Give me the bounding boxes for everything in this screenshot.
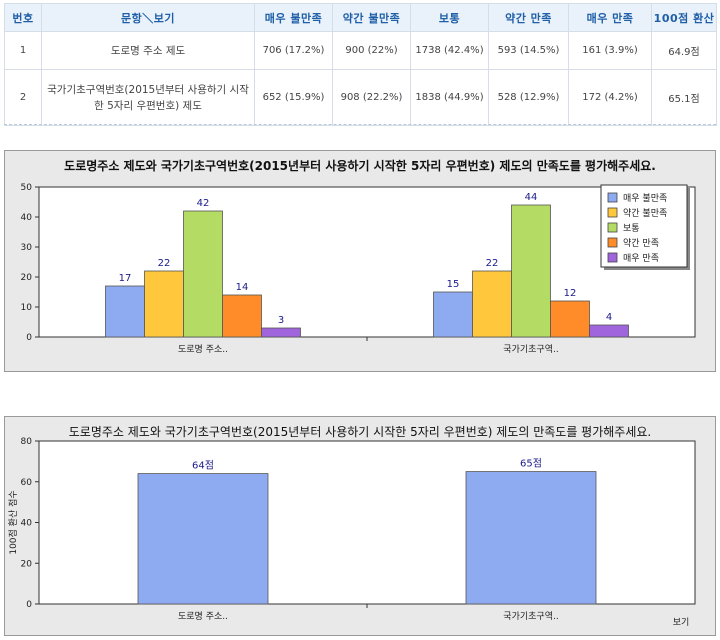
bar bbox=[137, 473, 269, 605]
legend-label: 약간 불만족 bbox=[623, 207, 667, 219]
legend-swatch bbox=[607, 207, 618, 218]
legend-swatch bbox=[607, 222, 618, 233]
y-tick-label: 60 bbox=[21, 478, 33, 488]
bar bbox=[183, 210, 223, 338]
bar bbox=[465, 471, 597, 605]
legend-swatch bbox=[607, 237, 618, 248]
legend-label: 약간 만족 bbox=[623, 237, 659, 249]
table-cell: 1738 (42.4%) bbox=[410, 31, 489, 70]
table-cell: 1838 (44.9%) bbox=[410, 69, 489, 126]
header-neutral: 보통 bbox=[410, 3, 489, 32]
bar bbox=[222, 294, 262, 338]
distribution-chart: 도로명주소 제도와 국가기초구역번호(2015년부터 사용하기 시작한 5자리 … bbox=[4, 150, 716, 372]
bar bbox=[144, 270, 184, 338]
x-tick-label: 국가기초구역.. bbox=[503, 344, 558, 355]
table-cell: 706 (17.2%) bbox=[254, 31, 333, 70]
row-number: 1 bbox=[4, 31, 42, 70]
header-no: 번호 bbox=[4, 3, 42, 32]
data-label: 22 bbox=[158, 258, 171, 269]
table-bottom-divider bbox=[4, 124, 716, 125]
legend-swatch bbox=[607, 192, 618, 203]
data-label: 12 bbox=[564, 288, 577, 299]
table-cell: 908 (22.2%) bbox=[332, 69, 411, 126]
table-cell: 652 (15.9%) bbox=[254, 69, 333, 126]
header-question: 문항＼보기 bbox=[41, 3, 255, 32]
plot-area bbox=[38, 440, 696, 605]
table-cell: 64.9점 bbox=[651, 31, 717, 70]
table-cell: 65.1점 bbox=[651, 69, 717, 126]
y-tick-label: 40 bbox=[21, 519, 33, 529]
row-question: 국가기초구역번호(2015년부터 사용하기 시작한 5자리 우편번호) 제도 bbox=[41, 69, 255, 126]
chart-title: 도로명주소 제도와 국가기초구역번호(2015년부터 사용하기 시작한 5자리 … bbox=[64, 159, 656, 173]
table-header-row: 번호 문항＼보기 매우 불만족 약간 불만족 보통 약간 만족 매우 만족 10… bbox=[4, 3, 717, 32]
score-chart: 도로명주소 제도와 국가기초구역번호(2015년부터 사용하기 시작한 5자리 … bbox=[4, 416, 716, 636]
bar bbox=[589, 324, 629, 338]
y-tick-label: 80 bbox=[21, 437, 33, 447]
y-tick-label: 0 bbox=[26, 600, 32, 610]
x-tick-label: 국가기초구역.. bbox=[503, 611, 558, 622]
row-number: 2 bbox=[4, 69, 42, 126]
x-axis-label: 보기 bbox=[673, 617, 690, 628]
result-table: 번호 문항＼보기 매우 불만족 약간 불만족 보통 약간 만족 매우 만족 10… bbox=[4, 3, 717, 126]
y-tick-label: 20 bbox=[21, 273, 33, 283]
header-somewhat-satisfied: 약간 만족 bbox=[488, 3, 569, 32]
y-tick-label: 20 bbox=[21, 559, 33, 569]
table-cell: 528 (12.9%) bbox=[488, 69, 569, 126]
table-cell: 172 (4.2%) bbox=[568, 69, 652, 126]
y-axis-label: 100점 환산 점수 bbox=[7, 490, 19, 554]
legend-label: 보통 bbox=[623, 223, 640, 234]
y-tick-label: 0 bbox=[26, 333, 32, 343]
header-score: 100점 환산 bbox=[651, 3, 717, 32]
bar bbox=[433, 291, 473, 338]
distribution-chart-svg: 0 10 20 30 40 50 17 22 42 14 3 도로명 주소.. 15 22 44 12 4 국가기… bbox=[21, 183, 696, 355]
x-tick-label: 도로명 주소.. bbox=[178, 344, 228, 355]
data-label: 44 bbox=[525, 192, 538, 203]
header-very-satisfied: 매우 만족 bbox=[568, 3, 652, 32]
data-label: 17 bbox=[119, 273, 132, 284]
data-label: 42 bbox=[197, 198, 210, 209]
data-label: 64점 bbox=[192, 460, 214, 472]
table-cell: 900 (22%) bbox=[332, 31, 411, 70]
y-tick-label: 30 bbox=[21, 243, 33, 253]
bar bbox=[105, 285, 145, 338]
chart-title: 도로명주소 제도와 국가기초구역번호(2015년부터 사용하기 시작한 5자리 … bbox=[68, 425, 652, 439]
bar bbox=[550, 300, 590, 338]
table-cell: 161 (3.9%) bbox=[568, 31, 652, 70]
header-somewhat-dissatisfied: 약간 불만족 bbox=[332, 3, 411, 32]
data-label: 14 bbox=[236, 282, 249, 293]
y-tick-label: 40 bbox=[21, 213, 33, 223]
legend-swatch bbox=[607, 252, 618, 263]
data-label: 65점 bbox=[520, 458, 542, 470]
data-label: 4 bbox=[606, 312, 612, 323]
data-label: 3 bbox=[278, 315, 284, 326]
data-label: 15 bbox=[447, 279, 460, 290]
row-question: 도로명 주소 제도 bbox=[41, 31, 255, 70]
bar bbox=[472, 270, 512, 338]
table-row: 1 도로명 주소 제도 706 (17.2%) 900 (22%) 1738 (… bbox=[4, 31, 717, 70]
y-tick-label: 50 bbox=[21, 183, 33, 193]
x-tick-label: 도로명 주소.. bbox=[178, 611, 228, 622]
legend-label: 매우 만족 bbox=[623, 253, 659, 264]
data-label: 22 bbox=[486, 258, 499, 269]
table-row: 2 국가기초구역번호(2015년부터 사용하기 시작한 5자리 우편번호) 제도… bbox=[4, 69, 717, 126]
legend-label: 매우 불만족 bbox=[623, 193, 667, 204]
y-tick-label: 10 bbox=[21, 303, 33, 313]
header-very-dissatisfied: 매우 불만족 bbox=[254, 3, 333, 32]
table-cell: 593 (14.5%) bbox=[488, 31, 569, 70]
bar bbox=[261, 327, 301, 338]
bar bbox=[511, 204, 551, 338]
